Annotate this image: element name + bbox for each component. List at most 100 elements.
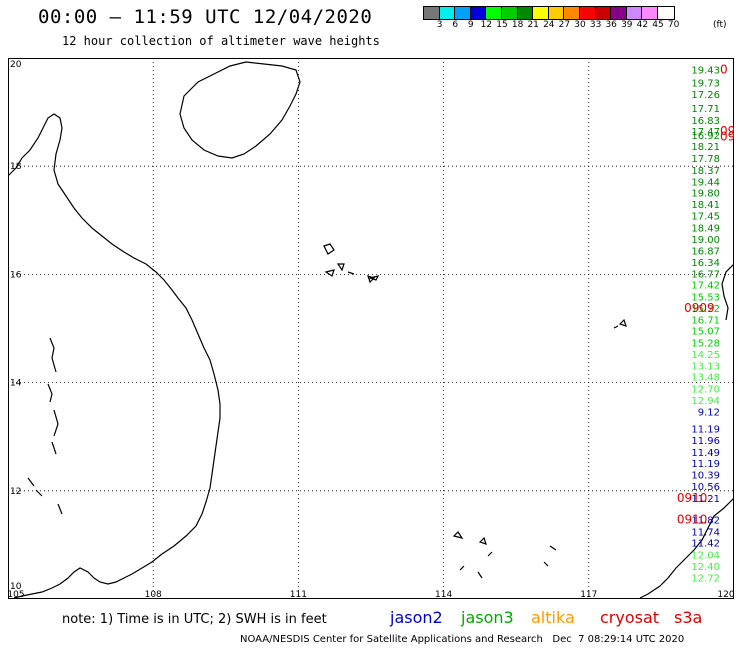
- wave-height-value: 16.77: [691, 269, 720, 280]
- legend-swatch: [455, 7, 471, 19]
- pass-time-label: 0910: [677, 491, 708, 505]
- wave-height-value: 11.21: [691, 494, 720, 505]
- wave-height-value: 15.28: [691, 339, 720, 350]
- legend-swatch: [657, 7, 674, 19]
- legend-tick: 15: [496, 20, 508, 30]
- legend-swatch: [439, 7, 456, 19]
- color-legend: [423, 6, 675, 20]
- legend-unit: (ft): [713, 20, 727, 30]
- wave-height-value: 17.26: [691, 90, 720, 101]
- latitude-label: 16: [10, 270, 22, 280]
- wave-height-value: 18.49: [691, 223, 720, 234]
- legend-tick: 30: [574, 20, 586, 30]
- legend-tick: 24: [543, 20, 555, 30]
- longitude-label: 108: [145, 590, 162, 599]
- units-note: note: 1) Time is in UTC; 2) SWH is in fe…: [62, 612, 327, 627]
- wave-height-value: 12.04: [691, 551, 720, 562]
- wave-height-value: 19.00: [691, 235, 720, 246]
- legend-tick: 6: [452, 20, 459, 30]
- wave-height-value: 11.42: [691, 539, 720, 550]
- latitude-label: 10: [10, 582, 22, 592]
- wave-height-value: 16.71: [691, 315, 720, 326]
- legend-tick: 39: [621, 20, 633, 30]
- legend-tick: 33: [589, 20, 602, 30]
- wave-height-value: 17.45: [691, 211, 720, 222]
- legend-swatch: [611, 7, 627, 19]
- wave-height-value: 11.82: [691, 515, 720, 526]
- legend-tick: 21: [527, 20, 539, 30]
- legend-swatch: [486, 7, 502, 19]
- satellite-altika: altika: [531, 608, 575, 627]
- wave-height-value: 11.19: [691, 425, 720, 436]
- legend-tick: 27: [558, 20, 571, 30]
- wave-height-value: 17.42: [691, 281, 720, 292]
- map-grid: [8, 58, 734, 599]
- map-canvas: 105 108 111 114 117 120 20 18 16 14 12 10 19.43 19.7…: [8, 58, 734, 599]
- wave-height-value: 10.39: [691, 471, 720, 482]
- wave-height-value: 13.13: [691, 361, 720, 372]
- page-title: 00:00 – 11:59 UTC 12/04/2020: [38, 6, 373, 28]
- legend-tick: 42: [636, 20, 649, 30]
- wave-height-value: 17.71: [691, 104, 720, 115]
- legend-swatch: [533, 7, 549, 19]
- legend-tick: 9: [467, 20, 474, 30]
- wave-height-value: 14.25: [691, 350, 720, 361]
- wave-height-value: 16.83: [691, 116, 720, 127]
- legend-tick: 3: [436, 20, 443, 30]
- pass-time-label: 09: [720, 124, 734, 138]
- wave-height-value: 10.56: [691, 482, 720, 493]
- wave-height-value: 12.94: [691, 396, 720, 407]
- gulf-of-thailand-islands: [27, 337, 63, 515]
- latitude-label: 12: [10, 487, 21, 497]
- legend-tick: 70: [667, 20, 680, 30]
- satellite-jason2: jason2: [390, 608, 443, 627]
- wave-height-value: 13.48: [691, 373, 720, 384]
- latitude-label: 14: [10, 379, 22, 389]
- pass-time-label: 0: [720, 62, 728, 76]
- legend-swatch: [501, 7, 518, 19]
- longitude-label: 120: [717, 590, 734, 599]
- wave-height-value: 12.70: [691, 385, 720, 396]
- wave-height-value: 16.92: [691, 131, 720, 142]
- longitude-label: 117: [580, 590, 597, 599]
- wave-height-value: 11.96: [691, 436, 720, 447]
- longitude-label: 105: [8, 590, 25, 599]
- legend-swatch: [470, 7, 487, 19]
- wave-height-value: 11.49: [691, 448, 720, 459]
- satellite-jason3: jason3: [461, 608, 514, 627]
- legend-swatch: [642, 7, 658, 19]
- coastline: [8, 61, 734, 599]
- paracel-islands: [323, 243, 380, 284]
- map-frame: [8, 58, 734, 599]
- legend-ticks: 3 6 9 12 15 18 21 24 27 30 33 36 39 42 45 70: [423, 20, 723, 32]
- wave-height-value: 15.07: [691, 327, 720, 338]
- wave-height-value: 17.78: [691, 154, 720, 165]
- credit-line: NOAA/NESDIS Center for Satellite Applica…: [240, 634, 685, 645]
- wave-height-value: 18.41: [691, 200, 720, 211]
- legend-tick: 18: [511, 20, 524, 30]
- legend-swatch: [579, 7, 596, 19]
- legend-tick: 36: [605, 20, 617, 30]
- longitude-label: 111: [290, 590, 307, 599]
- spratly-shoals: [452, 318, 627, 579]
- wave-height-value: 16.34: [691, 258, 720, 269]
- legend-swatch: [564, 7, 580, 19]
- vietnam-coastline: [8, 113, 221, 599]
- legend-swatch: [548, 7, 565, 19]
- latitude-label: 18: [10, 162, 22, 172]
- wave-height-value: 19.73: [691, 78, 720, 89]
- pass-time-label: 0909: [684, 301, 715, 315]
- wave-height-value: 19.44: [691, 177, 720, 188]
- legend-tick: 12: [480, 20, 493, 30]
- pass-time-label: 0910: [677, 512, 708, 526]
- wave-height-value: 18.21: [691, 142, 720, 153]
- page-subtitle: 12 hour collection of altimeter wave hei…: [62, 34, 380, 48]
- legend-swatch: [626, 7, 643, 19]
- legend-swatch: [595, 7, 612, 19]
- wave-height-value: 17.47: [691, 127, 720, 138]
- satellite-cryosat: cryosat: [600, 608, 660, 627]
- satellite-s3a: s3a: [674, 608, 703, 627]
- legend-tick: 45: [652, 20, 664, 30]
- wave-height-value: 19.80: [691, 189, 720, 200]
- palawan-coastline: [639, 263, 734, 599]
